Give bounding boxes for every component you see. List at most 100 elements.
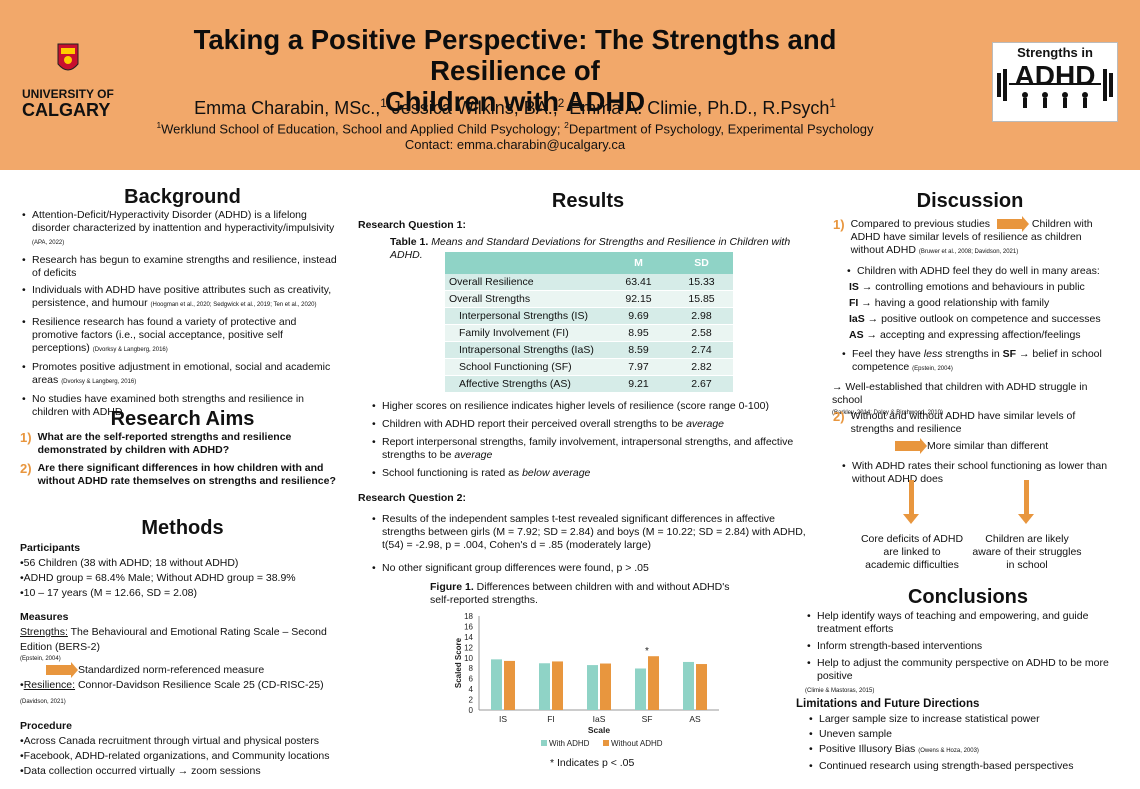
down-arrow-left-shaft [909,480,914,516]
x-tick-label: IaS [593,714,606,724]
procedure-item: •Across Canada recruitment through virtu… [20,735,319,747]
down-arrow-right-icon [1018,514,1034,524]
legend-swatch [603,740,609,746]
x-tick-label: IS [499,714,507,724]
authors: Emma Charabin, MSc.,1 Jessica Wilkins, B… [140,97,890,119]
author-2: Jessica Wilkins, BA., [386,98,558,118]
limit-cite: (Owens & Hoza, 2003) [918,748,979,754]
table-row: Affective Strengths (AS) 9.21 2.67 [445,375,733,393]
table-cell-m: 9.69 [607,307,670,325]
y-tick-label: 10 [464,654,473,663]
resilience-label: Resilience: [23,679,76,691]
table-cell-sd: 2.74 [670,341,733,359]
limit-item: Positive Illusory Bias (Owens & Hoza, 20… [809,743,1117,758]
y-axis-label: Scaled Score [454,637,463,688]
y-tick-label: 8 [469,664,474,673]
contact-email[interactable]: Contact: emma.charabin@ucalgary.ca [404,137,626,152]
less-strengths: Feel they have less strengths in SF → be… [832,348,1115,420]
area-code: FI [849,297,859,309]
aims-title: Research Aims [110,408,255,430]
y-tick-label: 4 [469,685,474,694]
procedure-heading: Procedure [20,720,72,732]
aim-1: 1) What are the self-reported strengths … [20,431,340,457]
participants-list: •56 Children (38 with ADHD; 18 without A… [20,556,350,601]
y-tick-label: 16 [464,622,473,631]
results-list-2: Results of the independent samples t-tes… [370,513,820,575]
table-cell-label: Affective Strengths (AS) [445,375,607,393]
stats-table: M SD Overall Resilience 63.41 15.33 Overall… [445,252,733,393]
footnote: * Indicates p < .05 [550,757,635,769]
conclusion-item: Help identify ways of teaching and empow… [807,610,1115,636]
table-cell-label: Intrapersonal Strengths (IaS) [445,341,607,359]
limit-item: Larger sample size to increase statistic… [809,713,1117,726]
discussion-1-cite: (Bruwer et al., 2008; Davidson, 2021) [918,249,1019,255]
less-b: strengths in [942,348,1003,360]
legend-swatch [541,740,547,746]
background-item: No studies have examined both strengths … [22,393,340,419]
background-item-cite: (Dvorksy & Langberg, 2016) [61,379,137,385]
standardized-line: Standardized norm-referenced measure [20,662,350,679]
core-deficits: Core deficits of ADHD are linked to acad… [860,533,964,571]
table-cell-m: 8.59 [607,341,670,359]
author-1: Emma Charabin, MSc., [194,98,381,118]
areas-list: IS → controlling emotions and behaviours… [845,279,1115,343]
y-tick-label: 12 [464,643,473,652]
table-cell-sd: 15.85 [670,290,733,308]
poster-title: Taking a Positive Perspective: The Stren… [140,24,890,117]
area-text: having a good relationship with family [874,297,1050,309]
strengths-cite: (Epstein, 2004) [20,656,61,662]
conclusions-title: Conclusions [907,586,1028,608]
table-header-label [445,252,607,274]
y-tick-label: 6 [469,675,474,684]
table-row: School Functioning (SF) 7.97 2.82 [445,358,733,376]
table-row: Overall Strengths 92.15 15.85 [445,290,733,308]
strengths-logo-icon: Strengths in ADHD [997,45,1113,108]
title-line-1: Taking a Positive Perspective: The Stren… [193,24,837,86]
less-list: Feel they have less strengths in SF → be… [840,348,1115,376]
strengths-measure: Strengths: The Behavioural and Emotional… [20,625,350,655]
table-row: Family Involvement (FI) 8.95 2.58 [445,324,733,342]
table-header-row: M SD [445,252,733,274]
affil-1-sup: 1 [156,120,162,130]
table-caption: Table 1. Means and Standard Deviations f… [390,236,810,262]
table-cell-sd: 2.67 [670,375,733,393]
y-tick-label: 14 [464,633,473,642]
discussion-point-1: 1) Compared to previous studies Children… [833,216,1115,259]
procedure-list: •Across Canada recruitment through virtu… [20,734,350,779]
result-bullet-2: Children with ADHD report their perceive… [372,418,825,431]
table-header-sd: SD [670,252,733,274]
rq2-heading: Research Question 2: [358,492,466,504]
table-body: Overall Resilience 63.41 15.33 Overall Stre… [445,274,733,393]
area-code: IaS [849,313,865,325]
area-item: IS → controlling emotions and behaviours… [849,281,1085,293]
author-1-sup: 1 [380,97,387,110]
area-code: IS [849,281,859,293]
background-item-text: Resilience research has found a variety … [32,316,297,354]
school-rate: With ADHD rates their school functioning… [840,460,1115,490]
struggle-cite: (Barkley, 2014; Daley & Birchwood, 2010) [832,410,943,416]
limits-title: Limitations and Future Directions [796,698,980,710]
limit-item-text: Positive Illusory Bias [819,743,916,755]
logo-right-big: ADHD [1015,60,1096,91]
table-cell-label: Family Involvement (FI) [445,324,607,342]
aim-2-text: Are there significant differences in how… [37,462,336,487]
background-item: Individuals with ADHD have positive attr… [22,284,340,312]
x-axis-label: Scale [588,725,610,735]
less-item: Feel they have less strengths in SF → be… [842,348,1115,376]
school-rate-text: With ADHD rates their school functioning… [842,460,1115,486]
procedure-item: •Data collection occurred virtually → zo… [20,765,261,777]
participants-heading: Participants [20,542,81,554]
table-cell-m: 92.15 [607,290,670,308]
conclusions-list: Help identify ways of teaching and empow… [805,610,1115,683]
logo-right-top: Strengths in [1017,45,1093,60]
affil-2-sup: 2 [564,120,569,130]
conclusion-item: Inform strength-based interventions [807,640,1115,653]
logo-line1: UNIVERSITY OF [22,87,114,101]
bar-without-adhd [552,661,563,710]
standardized-text: Standardized norm-referenced measure [78,664,265,676]
table-caption-label: Table 1. [390,236,429,248]
y-tick-label: 2 [469,696,474,705]
background-list: Attention-Deficit/Hyperactivity Disorder… [20,209,340,419]
conclusions-section: Help identify ways of teaching and empow… [805,610,1115,698]
limit-item-text: Continued research using strength-based … [819,760,1074,772]
